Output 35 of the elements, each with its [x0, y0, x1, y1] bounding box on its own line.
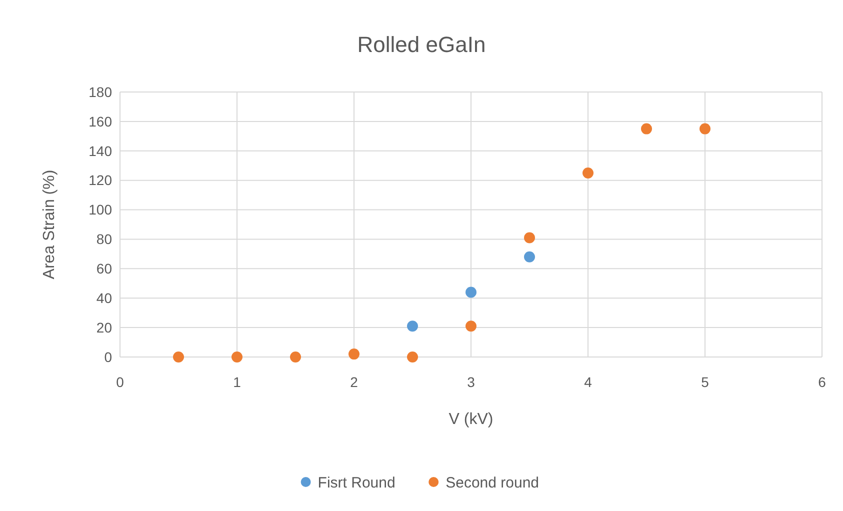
x-tick-label: 1 — [233, 374, 242, 390]
point — [466, 286, 476, 298]
x-tick-label: 6 — [818, 374, 826, 390]
point — [466, 320, 476, 332]
y-tick-label: 120 — [88, 172, 112, 188]
y-tick-label: 140 — [88, 142, 112, 159]
point — [407, 352, 418, 362]
point — [173, 352, 184, 362]
point — [348, 348, 360, 360]
y-tick-label: 80 — [96, 231, 112, 248]
legend-label: Fisrt Round — [318, 474, 396, 492]
point — [641, 123, 652, 134]
x-tick-label: 3 — [467, 374, 476, 390]
y-tick-label: 180 — [88, 84, 112, 100]
y-axis-title: Area Strain (%) — [41, 170, 58, 280]
point — [290, 352, 301, 362]
point — [524, 251, 535, 262]
chart-title: Rolled eGaIn — [357, 32, 486, 57]
point — [407, 320, 418, 332]
point — [232, 352, 242, 362]
legend-label: Second round — [446, 474, 540, 492]
point — [582, 167, 594, 178]
y-tick-label: 60 — [96, 260, 112, 277]
x-tick-label: 2 — [350, 374, 358, 390]
y-tick-label: 20 — [96, 319, 112, 336]
x-tick-label: 4 — [584, 374, 592, 390]
point — [524, 232, 535, 244]
point — [700, 123, 710, 134]
y-tick-label: 160 — [88, 113, 112, 130]
x-tick-label: 5 — [701, 374, 710, 390]
x-tick-label: 0 — [116, 374, 124, 390]
y-tick-label: 40 — [96, 290, 112, 306]
y-tick-label: 0 — [104, 348, 112, 365]
x-axis-title: V (kV) — [448, 411, 494, 428]
y-tick-label: 100 — [88, 202, 112, 218]
